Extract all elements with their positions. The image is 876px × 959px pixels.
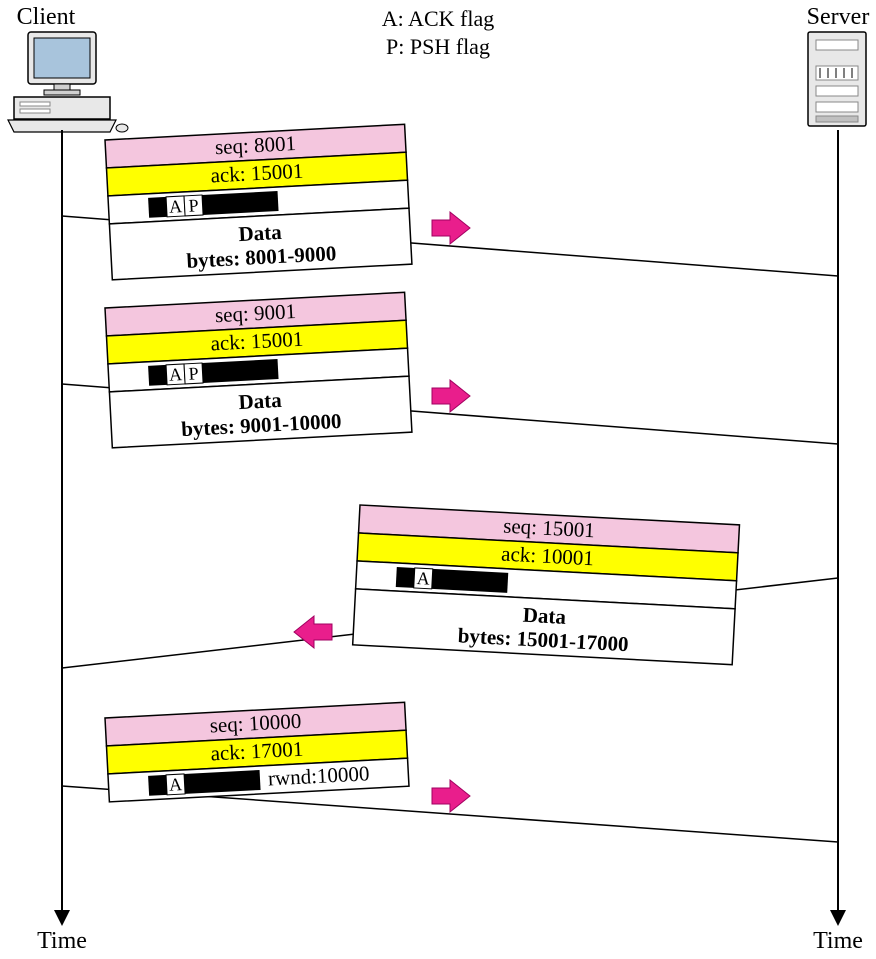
flag-letter: P	[188, 195, 199, 215]
time-label-right: Time	[813, 928, 863, 954]
tcp-segment: seq: 10000ack: 17001Arwnd:10000	[105, 702, 409, 802]
data-label: Data	[238, 388, 283, 414]
flag-letter: A	[416, 568, 430, 589]
ack-text: ack: 10001	[501, 541, 595, 570]
server-label: Server	[807, 4, 870, 30]
seq-text: seq: 15001	[503, 514, 596, 543]
tcp-segment: seq: 9001ack: 15001APDatabytes: 9001-100…	[105, 292, 412, 448]
client-label: Client	[17, 4, 76, 30]
flag-letter: P	[188, 363, 199, 383]
tcp-segment: seq: 8001ack: 15001APDatabytes: 8001-900…	[105, 124, 412, 280]
flag-letter: A	[169, 774, 183, 795]
direction-arrow	[432, 780, 470, 812]
seq-text: seq: 10000	[209, 709, 302, 738]
seq-text: seq: 9001	[214, 299, 296, 327]
time-label-left: Time	[37, 928, 87, 954]
direction-arrow	[432, 212, 470, 244]
legend-psh: P: PSH flag	[386, 34, 490, 59]
flag-letter: A	[169, 196, 183, 217]
server-icon	[808, 32, 866, 126]
direction-arrow	[432, 380, 470, 412]
ack-text: ack: 15001	[210, 159, 304, 188]
data-label: Data	[238, 220, 283, 246]
seq-text: seq: 8001	[214, 131, 296, 159]
flag-letter: A	[169, 364, 183, 385]
tcp-segment: seq: 15001ack: 10001ADatabytes: 15001-17…	[353, 505, 740, 665]
ack-text: ack: 17001	[210, 737, 304, 766]
legend-ack: A: ACK flag	[382, 6, 494, 31]
direction-arrow	[294, 616, 332, 648]
client-icon	[8, 32, 128, 132]
ack-text: ack: 15001	[210, 327, 304, 356]
data-label: Data	[522, 603, 567, 629]
